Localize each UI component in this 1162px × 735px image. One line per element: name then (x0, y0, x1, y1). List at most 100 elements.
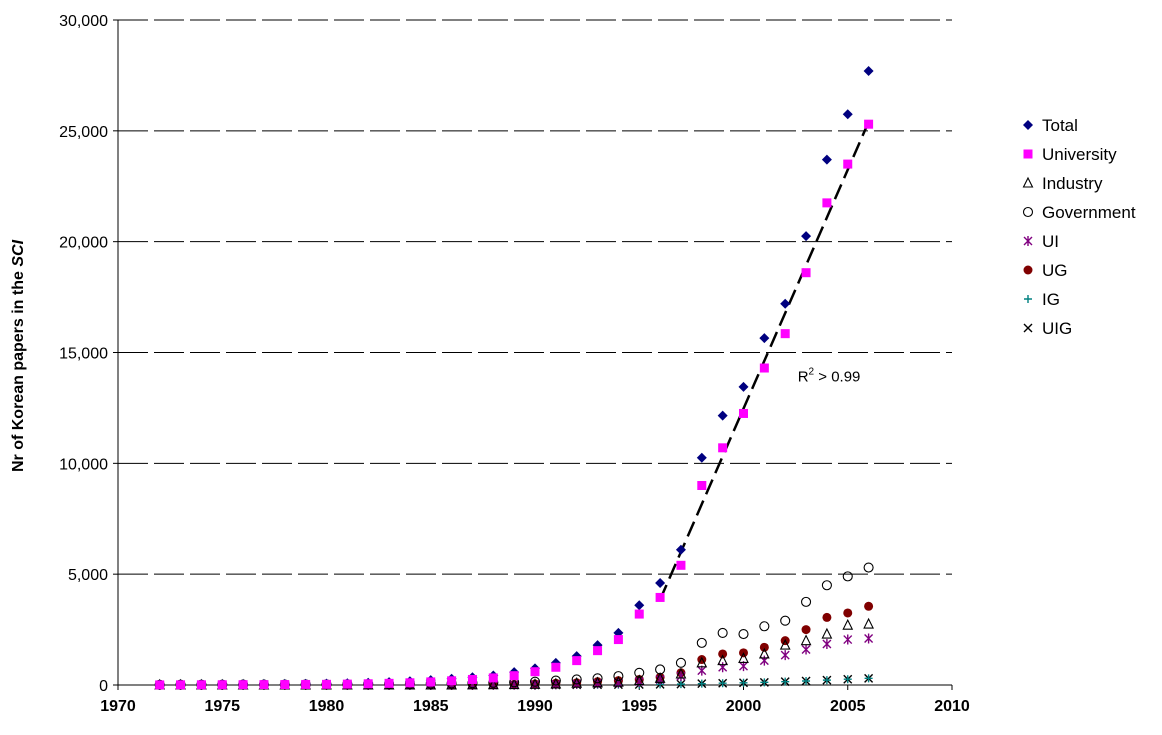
point-total (634, 600, 645, 611)
legend-item-government: Government (1022, 203, 1136, 222)
trendline-layer (658, 121, 870, 601)
point-university (196, 680, 206, 690)
point-government (759, 621, 770, 632)
point-ig (802, 677, 811, 686)
point-university (342, 679, 352, 689)
point-industry (758, 647, 770, 659)
point-university (509, 671, 519, 681)
point-industry (800, 634, 812, 646)
point-ug (822, 612, 832, 622)
legend-marker-industry (1022, 176, 1034, 188)
point-government (592, 673, 603, 684)
point-industry (675, 667, 687, 679)
point-industry (633, 674, 645, 686)
legend: Total University Industry Government UI UG IG U… (1022, 116, 1136, 338)
y-tick-label: 0 (99, 678, 108, 695)
point-industry (613, 675, 624, 687)
r-squared-base: R (798, 368, 809, 385)
point-university (238, 680, 248, 690)
legend-item-uig: UIG (1023, 319, 1072, 338)
legend-item-ig: IG (1024, 290, 1060, 309)
point-ig (697, 679, 706, 688)
x-tick-label: 2000 (726, 698, 762, 715)
legend-marker-uig (1023, 323, 1033, 333)
x-tick-label: 1990 (517, 698, 553, 715)
point-ig (781, 677, 790, 686)
point-government (780, 615, 791, 626)
point-university (759, 363, 769, 373)
r-squared-superscript: 2 (809, 366, 815, 377)
point-university (467, 674, 477, 684)
point-university (801, 268, 811, 278)
point-ig (760, 678, 769, 687)
point-university (572, 656, 582, 666)
y-tick-label: 15,000 (59, 346, 108, 363)
point-total (759, 333, 770, 344)
gridlines (118, 19, 952, 575)
point-government (863, 562, 874, 573)
point-ig (822, 676, 831, 685)
y-tick-label: 20,000 (59, 235, 108, 252)
point-industry (821, 627, 833, 639)
point-university (217, 680, 227, 690)
point-university (155, 680, 165, 690)
axes: 0 5,000 10,000 15,000 20,000 25,000 30,000 1970… (59, 13, 970, 715)
point-government (842, 571, 853, 582)
point-government (738, 628, 749, 640)
point-university (384, 678, 394, 688)
legend-marker-ui (1023, 236, 1033, 246)
point-university (551, 662, 561, 672)
point-total (655, 578, 666, 589)
point-government (613, 671, 624, 682)
point-ug (843, 608, 853, 618)
legend-marker-total (1023, 120, 1033, 130)
point-university (363, 679, 373, 689)
point-government (800, 596, 812, 607)
point-government (634, 667, 645, 678)
point-total (675, 544, 686, 555)
point-industry (550, 677, 562, 689)
point-ig (864, 674, 873, 683)
x-tick-label: 1975 (204, 698, 240, 715)
point-industry (696, 656, 708, 668)
point-university (488, 673, 498, 683)
point-ui (843, 634, 853, 645)
x-tick-label: 1970 (100, 698, 136, 715)
point-total (717, 410, 728, 421)
r-squared-rest: > 0.99 (814, 368, 860, 385)
point-total (842, 109, 853, 120)
point-university (739, 408, 748, 418)
legend-label-uig: UIG (1042, 319, 1072, 338)
point-ig (843, 675, 852, 684)
legend-item-ui: UI (1023, 232, 1059, 251)
legend-item-university: University (1023, 145, 1117, 164)
series-university (155, 119, 874, 690)
series-total (154, 65, 874, 690)
legend-item-industry: Industry (1022, 174, 1103, 193)
point-ug (864, 601, 874, 611)
data-points (154, 65, 874, 690)
y-axis-label: Nr of Korean papers in the SCI (10, 239, 27, 472)
point-government (550, 675, 561, 686)
point-total (821, 154, 832, 165)
point-university (259, 680, 269, 690)
point-university (426, 677, 436, 687)
legend-marker-ug (1023, 265, 1033, 275)
point-government (571, 674, 582, 685)
legend-label-ui: UI (1042, 232, 1059, 251)
point-government (821, 580, 832, 591)
point-university (864, 119, 874, 129)
point-ig (676, 680, 685, 689)
point-ug (697, 655, 707, 665)
y-tick-label: 25,000 (59, 124, 108, 141)
point-university (530, 667, 540, 677)
legend-label-ig: IG (1042, 290, 1060, 309)
point-university (655, 592, 665, 602)
x-tick-label: 2005 (830, 698, 866, 715)
legend-marker-government (1022, 206, 1034, 218)
legend-label-government: Government (1042, 203, 1136, 222)
y-tick-label: 30,000 (59, 13, 108, 30)
point-ig (739, 678, 748, 687)
